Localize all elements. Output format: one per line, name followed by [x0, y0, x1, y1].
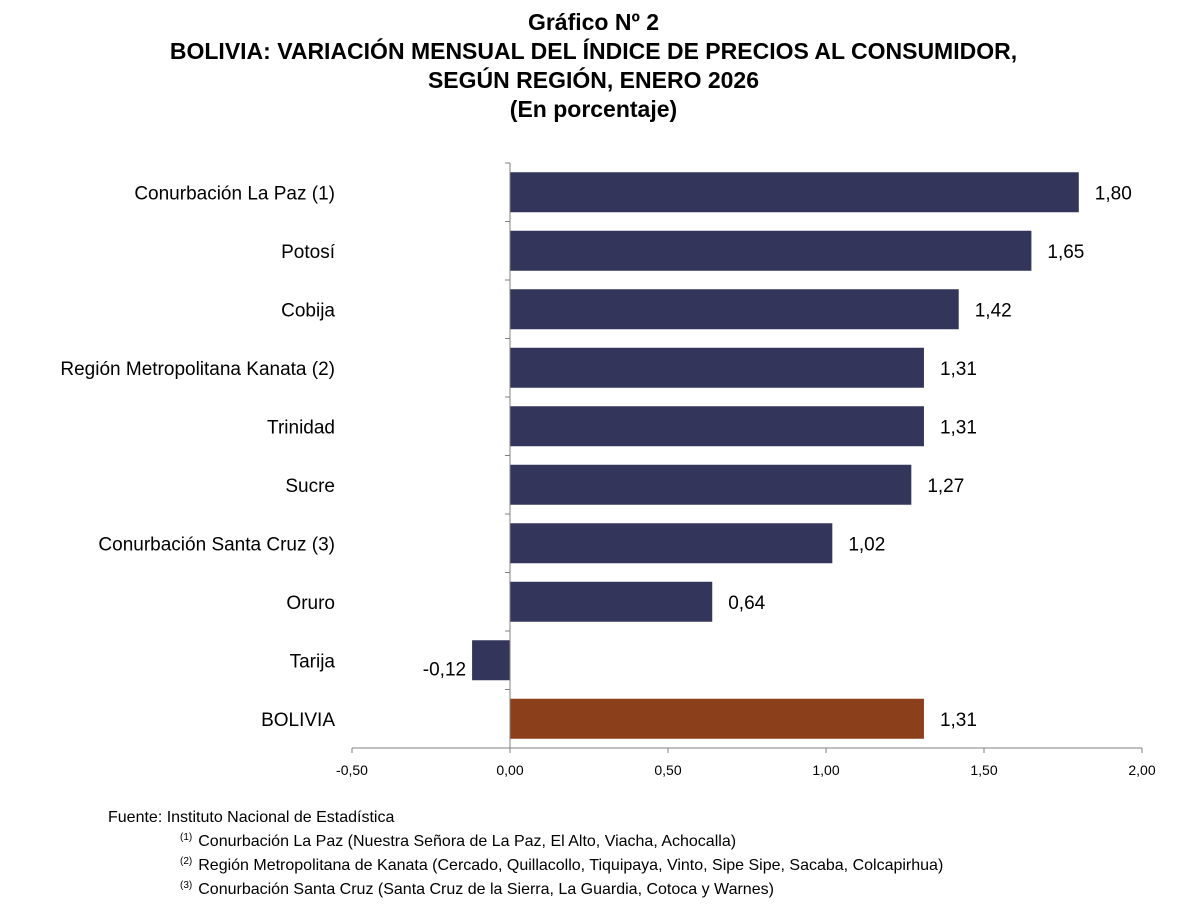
bar	[510, 172, 1079, 213]
footnote-text: Región Metropolitana de Kanata (Cercado,…	[198, 857, 944, 874]
bar	[510, 230, 1032, 271]
bar	[510, 347, 924, 388]
source-note: Fuente: Instituto Nacional de Estadístic…	[108, 809, 395, 826]
chart-title-line-1: BOLIVIA: VARIACIÓN MENSUAL DEL ÍNDICE DE…	[169, 38, 1018, 64]
footnote-3: (3) Conurbación Santa Cruz (Santa Cruz de…	[108, 876, 943, 900]
category-label: Conurbación La Paz (1)	[134, 183, 335, 204]
footnote-mark: (1)	[180, 832, 193, 843]
data-label: -0,12	[423, 659, 466, 680]
chart-footer: Fuente: Instituto Nacional de Estadístic…	[108, 808, 943, 900]
footnote-mark: (3)	[180, 880, 193, 891]
data-label: 1,02	[848, 534, 885, 555]
category-label: Trinidad	[267, 417, 335, 438]
footnote-text: Conurbación Santa Cruz (Santa Cruz de la…	[198, 881, 774, 898]
x-tick-label: 2,00	[1128, 762, 1155, 778]
category-label: Cobija	[281, 300, 335, 321]
category-label: Oruro	[286, 593, 335, 614]
bar	[510, 523, 833, 564]
data-label: 1,31	[940, 710, 977, 731]
data-label: 0,64	[728, 593, 765, 614]
x-tick-label: -0,50	[336, 762, 368, 778]
footnote-1: (1) Conurbación La Paz (Nuestra Señora de…	[108, 828, 943, 852]
x-tick-label: 0,00	[496, 762, 523, 778]
category-label: Sucre	[285, 476, 335, 497]
footnote-2: (2) Región Metropolitana de Kanata (Cerca…	[108, 852, 943, 876]
bar	[510, 406, 924, 447]
chart-number: Gráfico Nº 2	[527, 9, 660, 35]
category-label: BOLIVIA	[261, 710, 335, 731]
footnote-text: Conurbación La Paz (Nuestra Señora de La…	[198, 833, 737, 850]
data-label: 1,27	[927, 476, 964, 497]
x-tick-label: 0,50	[654, 762, 681, 778]
bar-total	[510, 698, 924, 739]
x-tick-label: 1,50	[970, 762, 997, 778]
chart-subtitle: (En porcentaje)	[509, 96, 678, 122]
category-label: Potosí	[281, 242, 336, 263]
bar	[510, 464, 912, 505]
data-label: 1,65	[1047, 242, 1084, 263]
category-label: Región Metropolitana Kanata (2)	[60, 359, 335, 380]
footnote-mark: (2)	[180, 856, 193, 867]
data-label: 1,31	[940, 417, 977, 438]
bar	[510, 581, 713, 622]
x-tick-label: 1,00	[812, 762, 839, 778]
category-label: Tarija	[290, 651, 336, 672]
category-label: Conurbación Santa Cruz (3)	[98, 534, 335, 555]
data-label: 1,31	[940, 359, 977, 380]
bar	[510, 289, 959, 330]
data-label: 1,42	[975, 300, 1012, 321]
bar	[472, 640, 510, 681]
chart-title-line-2: SEGÚN REGIÓN, ENERO 2026	[427, 67, 760, 93]
chart-title-block: Gráfico Nº 2 BOLIVIA: VARIACIÓN MENSUAL …	[0, 8, 1187, 124]
bar-chart: 1,80 Conurbación La Paz (1) 1,65 Potosí 1,42…	[60, 162, 1156, 778]
data-label: 1,80	[1095, 183, 1132, 204]
